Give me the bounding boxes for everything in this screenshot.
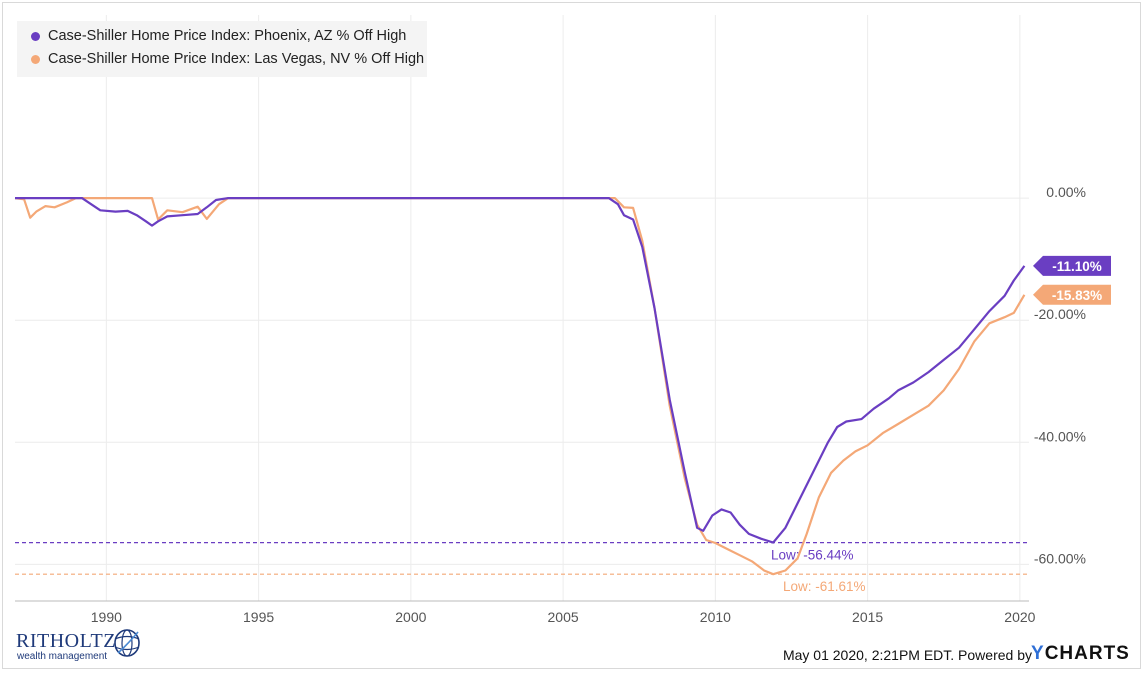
- legend-dot-phoenix: [31, 31, 40, 41]
- x-tick-label: 2020: [1004, 609, 1035, 625]
- low-label: Low: -56.44%: [771, 548, 854, 563]
- legend-label-las-vegas: Case-Shiller Home Price Index: Las Vegas…: [48, 51, 425, 67]
- legend-item-phoenix[interactable]: Case-Shiller Home Price Index: Phoenix, …: [31, 28, 406, 44]
- legend-item-las-vegas[interactable]: Case-Shiller Home Price Index: Las Vegas…: [31, 51, 424, 67]
- legend-label-phoenix: Case-Shiller Home Price Index: Phoenix, …: [48, 28, 407, 44]
- end-value-tag: [1033, 255, 1111, 276]
- y-tick-label: -60.00%: [1034, 550, 1086, 566]
- line-chart: 1990 1995 2000 2005 2010 2015 2020 0.00% -20.00%…: [14, 15, 1111, 625]
- legend-dot-las-vegas: [31, 54, 40, 64]
- x-tick-label: 1995: [243, 609, 274, 625]
- x-tick-label: 2005: [548, 609, 579, 625]
- y-tick-label: -40.00%: [1034, 428, 1086, 444]
- ycharts-brand-text: CHARTS: [1044, 643, 1130, 664]
- footer-timestamp: May 01 2020, 2:21PM EDT. Powered by: [782, 647, 1032, 663]
- ycharts-brand-y: Y: [1031, 643, 1045, 664]
- end-value-tag: [1033, 284, 1111, 305]
- globe-icon: [114, 629, 140, 657]
- x-tick-label: 2010: [700, 609, 731, 625]
- series-line-las-vegas: [14, 197, 1026, 576]
- end-value-label: -11.10%: [1052, 259, 1102, 274]
- low-label: Low: -61.61%: [783, 579, 866, 594]
- y-tick-label: -20.00%: [1034, 306, 1086, 322]
- legend: Case-Shiller Home Price Index: Phoenix, …: [17, 21, 427, 77]
- y-tick-label: 0.00%: [1046, 184, 1086, 200]
- series-line-phoenix: [15, 197, 1026, 544]
- x-tick-label: 2015: [852, 609, 883, 625]
- logo-tagline: wealth management: [17, 651, 108, 662]
- end-value-label: -15.83%: [1052, 288, 1102, 303]
- ycharts-brand[interactable]: YCHARTS: [1031, 643, 1130, 665]
- x-tick-label: 2000: [395, 609, 426, 625]
- ritholtz-logo: RITHOLTZ wealth management: [16, 627, 146, 667]
- logo-wordmark: RITHOLTZ: [16, 630, 116, 652]
- x-tick-label: 1990: [91, 609, 122, 625]
